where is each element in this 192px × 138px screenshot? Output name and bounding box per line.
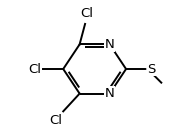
Text: Cl: Cl — [28, 63, 41, 75]
Text: N: N — [105, 38, 115, 51]
Text: S: S — [147, 63, 156, 75]
Text: Cl: Cl — [49, 114, 62, 127]
Text: N: N — [105, 87, 115, 100]
Text: Cl: Cl — [80, 7, 93, 20]
